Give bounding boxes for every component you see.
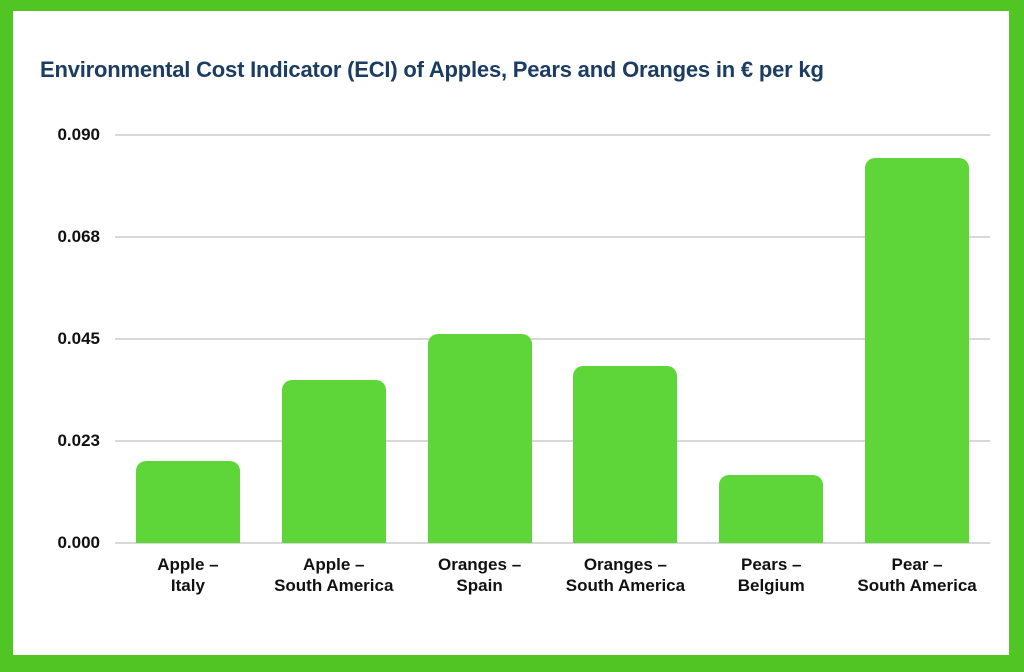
bar-pears-belgium <box>719 475 824 543</box>
x-tick-line: South America <box>857 576 977 595</box>
x-tick-line: Pears – <box>741 555 802 574</box>
x-axis-labels: Apple – Italy Apple – South America Oranges … <box>115 554 990 604</box>
gridline <box>115 440 990 442</box>
x-tick-line: Pear – <box>891 555 943 574</box>
bar-pear-south-america <box>865 158 970 543</box>
gridline <box>115 338 990 340</box>
y-tick-label: 0.068 <box>57 227 100 246</box>
x-tick-label-oranges-spain: Oranges – Spain <box>438 554 521 596</box>
bar-oranges-spain <box>427 334 532 543</box>
x-tick-label-pears-belgium: Pears – Belgium <box>738 554 805 596</box>
plot-area <box>115 134 990 544</box>
chart-title: Environmental Cost Indicator (ECI) of Ap… <box>40 57 824 82</box>
x-tick-line: Belgium <box>737 576 805 595</box>
x-tick-line: Apple – <box>157 555 219 574</box>
x-tick-line: Apple – <box>303 555 365 574</box>
gridline <box>115 134 990 136</box>
x-tick-line: Oranges – <box>438 555 522 574</box>
x-tick-line: South America <box>565 576 686 595</box>
x-tick-label-pear-south-america: Pear – South America <box>857 554 976 596</box>
x-tick-line: Italy <box>170 576 205 595</box>
y-tick-label: 0.023 <box>57 431 100 450</box>
y-tick-label: 0.090 <box>57 125 100 144</box>
y-tick-label: 0.000 <box>57 533 100 552</box>
x-tick-line: Oranges – <box>583 555 667 574</box>
x-tick-label-apple-italy: Apple – Italy <box>157 554 218 596</box>
bar-apple-italy <box>135 461 240 543</box>
gridline <box>115 542 990 544</box>
bar-apple-south-america <box>281 380 386 543</box>
chart-background: Environmental Cost Indicator (ECI) of Ap… <box>13 11 1009 655</box>
x-tick-label-oranges-south-america: Oranges – South America <box>566 554 685 596</box>
gridline <box>115 236 990 238</box>
x-tick-label-apple-south-america: Apple – South America <box>274 554 393 596</box>
x-tick-line: Spain <box>456 576 503 595</box>
x-tick-line: South America <box>274 576 394 595</box>
bar-oranges-south-america <box>573 366 678 543</box>
y-tick-label: 0.045 <box>57 329 100 348</box>
